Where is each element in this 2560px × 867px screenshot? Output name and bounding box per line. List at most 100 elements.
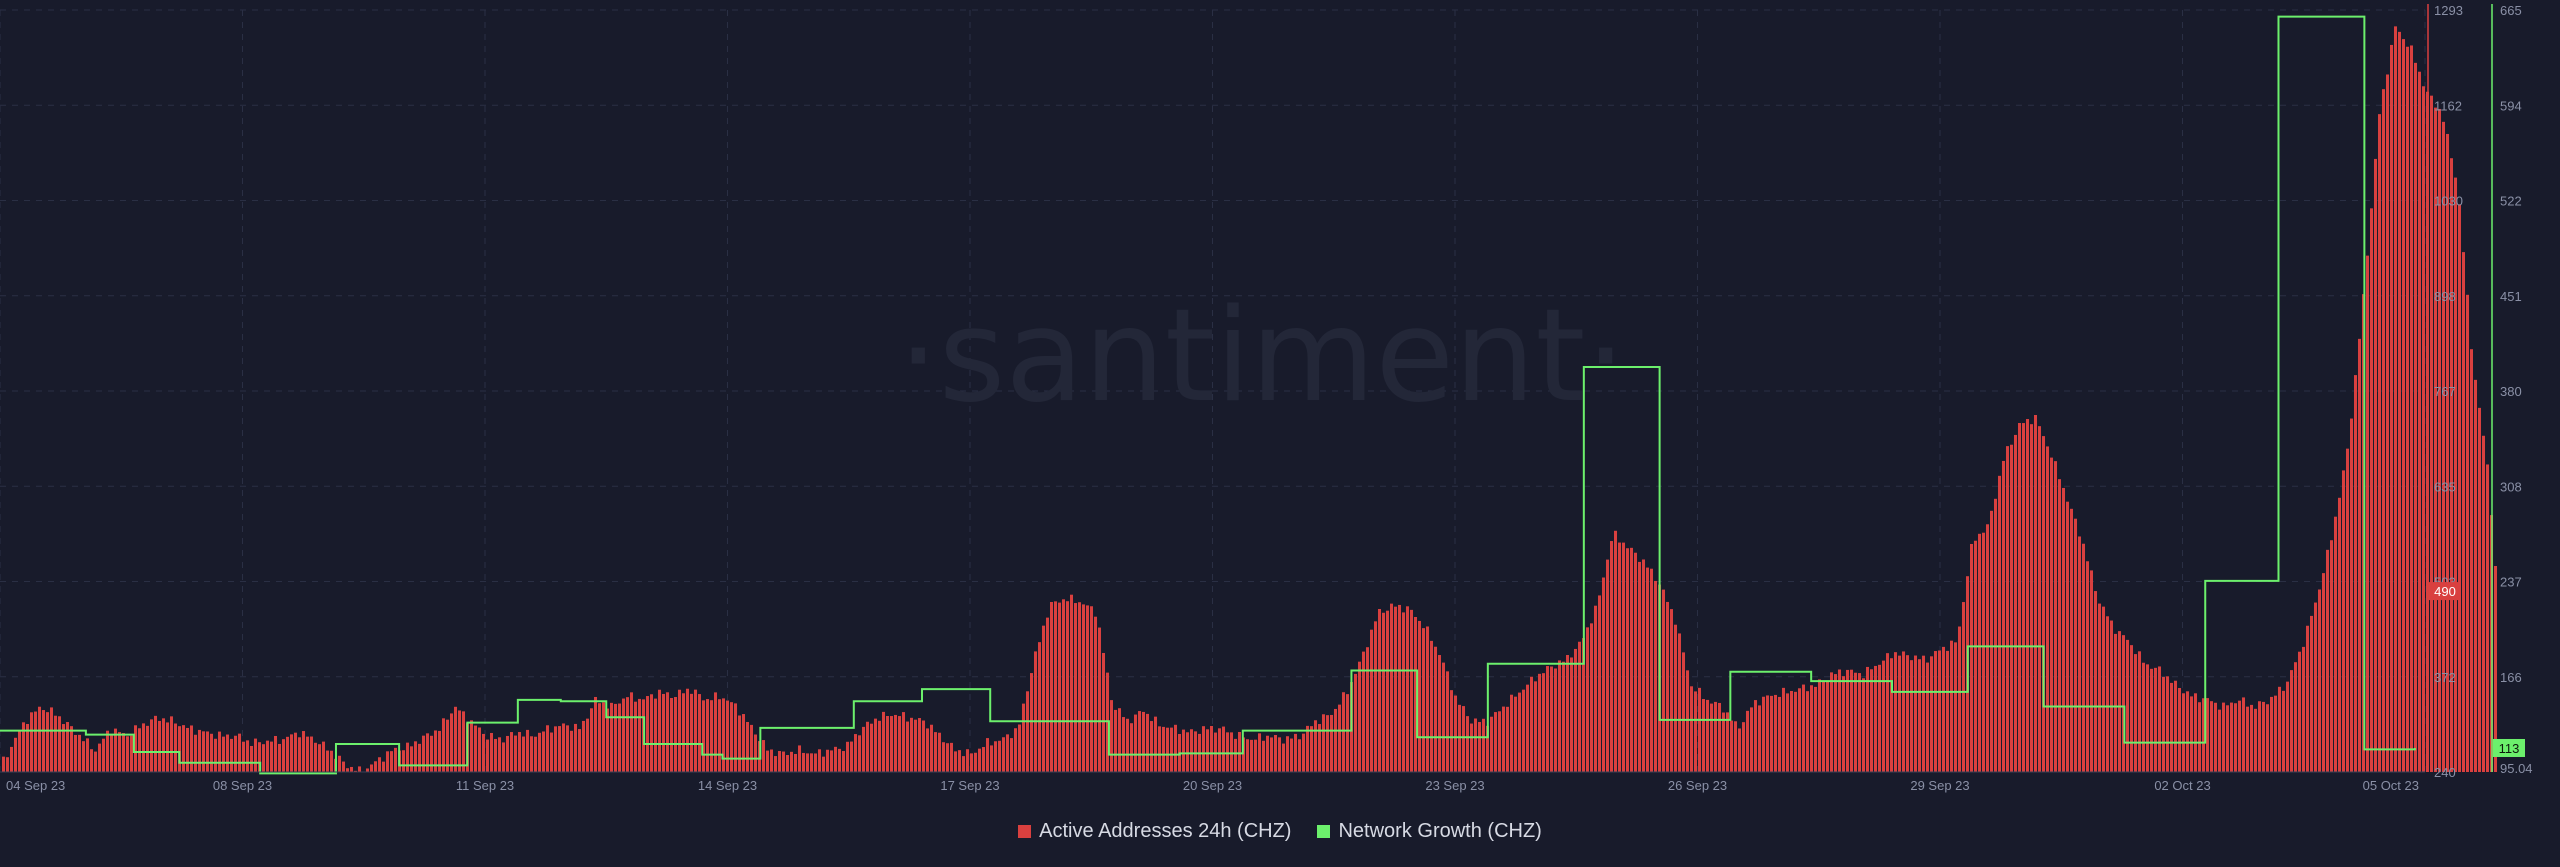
active-addresses-bar bbox=[1430, 640, 1433, 772]
active-addresses-bar bbox=[2446, 133, 2449, 772]
active-addresses-bar bbox=[1330, 714, 1333, 772]
active-addresses-bar bbox=[2122, 635, 2125, 772]
active-addresses-bar bbox=[1526, 684, 1529, 772]
active-addresses-bar bbox=[1566, 655, 1569, 772]
left-axis-tick-label: 372 bbox=[2434, 670, 2456, 685]
right-axis-tick-label: 522 bbox=[2500, 194, 2522, 209]
active-addresses-bar bbox=[526, 729, 529, 772]
active-addresses-bar bbox=[1010, 738, 1013, 772]
active-addresses-bar bbox=[962, 756, 965, 772]
active-addresses-bar bbox=[1382, 612, 1385, 772]
active-addresses-bar bbox=[618, 703, 621, 772]
active-addresses-bar bbox=[282, 739, 285, 772]
active-addresses-bar bbox=[578, 729, 581, 772]
active-addresses-bar bbox=[1254, 739, 1257, 772]
active-addresses-bar bbox=[1678, 633, 1681, 772]
active-addresses-bar bbox=[2090, 570, 2093, 772]
active-addresses-bar bbox=[1262, 740, 1265, 772]
active-addresses-bar bbox=[570, 730, 573, 772]
active-addresses-bar bbox=[722, 698, 725, 772]
network-growth-last-value: 113 bbox=[2499, 741, 2520, 756]
active-addresses-bar bbox=[326, 750, 329, 772]
active-addresses-bar bbox=[82, 741, 85, 772]
active-addresses-bar bbox=[1146, 713, 1149, 772]
active-addresses-bar bbox=[1486, 725, 1489, 772]
active-addresses-bar bbox=[1882, 660, 1885, 772]
active-addresses-bar bbox=[1782, 687, 1785, 772]
active-addresses-bar bbox=[474, 725, 477, 772]
active-addresses-bar bbox=[602, 702, 605, 772]
active-addresses-bar bbox=[518, 732, 521, 772]
active-addresses-bar bbox=[598, 703, 601, 772]
active-addresses-bar bbox=[778, 751, 781, 772]
active-addresses-bar bbox=[2034, 414, 2037, 772]
active-addresses-bar bbox=[1538, 673, 1541, 772]
active-addresses-bar bbox=[1246, 739, 1249, 772]
active-addresses-bar bbox=[346, 768, 349, 772]
active-addresses-bar bbox=[1458, 704, 1461, 772]
active-addresses-bar bbox=[1202, 726, 1205, 772]
active-addresses-bar bbox=[2414, 62, 2417, 773]
active-addresses-bar bbox=[2118, 631, 2121, 772]
x-tick-label: 26 Sep 23 bbox=[1668, 778, 1727, 793]
active-addresses-bar bbox=[1418, 620, 1421, 772]
legend-item-active-addresses[interactable]: Active Addresses 24h (CHZ) bbox=[1018, 820, 1291, 843]
legend-item-network-growth[interactable]: Network Growth (CHZ) bbox=[1317, 820, 1542, 843]
active-addresses-bar bbox=[966, 749, 969, 772]
active-addresses-bar bbox=[46, 712, 49, 772]
active-addresses-bar bbox=[78, 734, 81, 772]
active-addresses-bar bbox=[1906, 655, 1909, 772]
active-addresses-bar bbox=[534, 736, 537, 772]
active-addresses-bar bbox=[1922, 655, 1925, 772]
active-addresses-bar bbox=[1462, 706, 1465, 772]
active-addresses-bar bbox=[2102, 606, 2105, 772]
active-addresses-bar bbox=[206, 731, 209, 772]
active-addresses-bar bbox=[590, 708, 593, 772]
x-tick-label: 14 Sep 23 bbox=[698, 778, 757, 793]
active-addresses-bar bbox=[150, 719, 153, 772]
active-addresses-bar bbox=[2050, 457, 2053, 772]
active-addresses-bar bbox=[862, 726, 865, 772]
active-addresses-bar bbox=[482, 733, 485, 772]
active-addresses-bar bbox=[734, 703, 737, 772]
active-addresses-bar bbox=[2130, 645, 2133, 772]
active-addresses-bar bbox=[1698, 687, 1701, 772]
active-addresses-bar bbox=[1958, 626, 1961, 772]
active-addresses-bar bbox=[1670, 609, 1673, 772]
active-addresses-bar bbox=[1894, 652, 1897, 772]
active-addresses-bar bbox=[1682, 652, 1685, 772]
active-addresses-bar bbox=[1058, 602, 1061, 772]
active-addresses-bar bbox=[770, 749, 773, 772]
active-addresses-bar bbox=[142, 723, 145, 772]
active-addresses-bar bbox=[886, 715, 889, 772]
active-addresses-bar bbox=[1654, 580, 1657, 772]
active-addresses-bar bbox=[2318, 589, 2321, 772]
active-addresses-bar bbox=[98, 743, 101, 772]
active-addresses-bar bbox=[2178, 688, 2181, 772]
active-addresses-bar bbox=[1666, 601, 1669, 772]
active-addresses-bar bbox=[1358, 661, 1361, 772]
active-addresses-bar bbox=[1282, 743, 1285, 772]
active-addresses-bar bbox=[926, 728, 929, 772]
active-addresses-bar bbox=[970, 753, 973, 772]
active-addresses-bar bbox=[1286, 736, 1289, 772]
active-addresses-bar bbox=[1874, 665, 1877, 772]
active-addresses-bar bbox=[342, 761, 345, 772]
active-addresses-bar bbox=[806, 753, 809, 772]
active-addresses-bar bbox=[794, 753, 797, 772]
active-addresses-bar bbox=[2370, 208, 2373, 772]
active-addresses-bar bbox=[1742, 722, 1745, 772]
active-addresses-bar bbox=[1706, 699, 1709, 772]
active-addresses-bar bbox=[2306, 625, 2309, 772]
active-addresses-bar bbox=[1786, 693, 1789, 772]
active-addresses-bar bbox=[2186, 691, 2189, 772]
active-addresses-bar bbox=[1690, 686, 1693, 772]
active-addresses-bar bbox=[1890, 658, 1893, 772]
active-addresses-bar bbox=[2190, 696, 2193, 772]
active-addresses-bar bbox=[226, 734, 229, 772]
active-addresses-bar bbox=[2434, 107, 2437, 772]
active-addresses-bar bbox=[1446, 671, 1449, 772]
active-addresses-bar bbox=[954, 751, 957, 772]
active-addresses-bar bbox=[2366, 255, 2369, 772]
